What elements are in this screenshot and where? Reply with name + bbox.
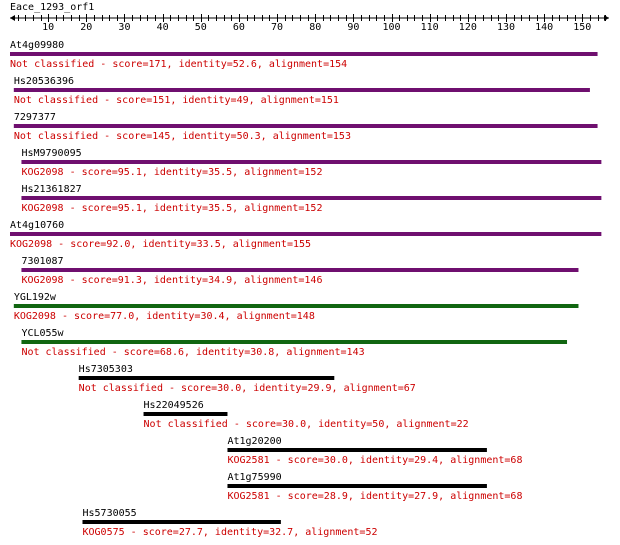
hit-description: KOG2098 - score=77.0, identity=30.4, ali… <box>14 311 315 322</box>
hit-name: 7297377 <box>14 112 56 123</box>
ruler-tick-label: 10 <box>42 22 54 33</box>
hit-row: At4g10760 KOG2098 - score=92.0, identity=… <box>10 220 602 250</box>
hit-bar <box>21 340 568 344</box>
hit-name: Hs5730055 <box>82 508 136 519</box>
hit-name: Hs21361827 <box>21 184 81 195</box>
hit-row: Hs21361827 KOG2098 - score=95.1, identity… <box>21 184 602 214</box>
hit-bar <box>10 52 598 56</box>
ruler-tick-label: 110 <box>421 22 439 33</box>
hit-bar <box>13 88 590 92</box>
hit-description: KOG2098 - score=91.3, identity=34.9, ali… <box>21 275 322 286</box>
ruler-tick-label: 30 <box>118 22 130 33</box>
arrow-left-icon <box>10 15 15 21</box>
hit-bar <box>13 124 598 128</box>
hit-description: Not classified - score=30.0, identity=29… <box>79 383 416 394</box>
ruler-tick-label: 50 <box>195 22 207 33</box>
hit-description: KOG2098 - score=95.1, identity=35.5, ali… <box>21 167 322 178</box>
position-ruler: 10 20 30 40 50 60 70 80 90 100 110 120 130 140 150 <box>10 14 609 33</box>
hit-description: Not classified - score=171, identity=52.… <box>10 59 347 70</box>
ruler-tick-label: 100 <box>382 22 400 33</box>
hit-bar <box>21 196 602 200</box>
hit-name: Hs7305303 <box>79 364 133 375</box>
hit-row: YCL055w Not classified - score=68.6, iden… <box>21 328 568 358</box>
ruler-tick-label: 40 <box>157 22 169 33</box>
hit-row: 7297377 Not classified - score=145, ident… <box>13 112 598 142</box>
ruler-tick-label: 60 <box>233 22 245 33</box>
hit-name: Hs22049526 <box>144 400 204 411</box>
hit-name: At4g10760 <box>10 220 64 231</box>
hit-description: KOG2098 - score=95.1, identity=35.5, ali… <box>21 203 322 214</box>
hit-bar <box>13 304 579 308</box>
hit-list: At4g09980 Not classified - score=171, ide… <box>10 40 602 538</box>
hit-description: Not classified - score=145, identity=50.… <box>14 131 351 142</box>
hit-row: Hs22049526 Not classified - score=30.0, i… <box>143 400 469 430</box>
hit-row: 7301087 KOG2098 - score=91.3, identity=34… <box>21 256 579 286</box>
hit-description: Not classified - score=151, identity=49,… <box>14 95 339 106</box>
hit-bar <box>78 376 335 380</box>
ruler-tick-label: 150 <box>573 22 591 33</box>
hit-description: Not classified - score=30.0, identity=50… <box>144 419 469 430</box>
hit-name: YGL192w <box>14 292 57 303</box>
ruler-tick-label: 120 <box>459 22 477 33</box>
hit-bar <box>227 484 487 488</box>
hit-name: At4g09980 <box>10 40 64 51</box>
ruler-tick-label: 80 <box>309 22 321 33</box>
hit-name: YCL055w <box>21 328 64 339</box>
hit-bar <box>227 448 487 452</box>
arrow-right-icon <box>604 15 609 21</box>
hit-row: YGL192w KOG2098 - score=77.0, identity=30… <box>13 292 579 322</box>
ruler-tick-label: 140 <box>535 22 553 33</box>
hit-row: Hs20536396 Not classified - score=151, id… <box>13 76 590 106</box>
ruler-tick-label: 20 <box>80 22 92 33</box>
hit-bar <box>21 160 602 164</box>
query-title: Eace_1293_orf1 <box>10 2 94 13</box>
hit-description: KOG2581 - score=30.0, identity=29.4, ali… <box>227 455 522 466</box>
ruler-tick-label: 130 <box>497 22 515 33</box>
hit-bar <box>21 268 579 272</box>
hit-name: At1g75990 <box>227 472 281 483</box>
hit-row: Hs7305303 Not classified - score=30.0, id… <box>78 364 416 394</box>
hit-description: Not classified - score=68.6, identity=30… <box>21 347 364 358</box>
hit-bar <box>10 232 602 236</box>
ruler-tick-label: 70 <box>271 22 283 33</box>
hit-bar <box>143 412 228 416</box>
hit-name: At1g20200 <box>227 436 281 447</box>
hit-row: At1g75990 KOG2581 - score=28.9, identity=… <box>227 472 522 502</box>
hit-bar <box>82 520 281 524</box>
hit-name: HsM9790095 <box>21 148 81 159</box>
hit-row: HsM9790095 KOG2098 - score=95.1, identity… <box>21 148 602 178</box>
hit-name: Hs20536396 <box>14 76 74 87</box>
hit-row: At1g20200 KOG2581 - score=30.0, identity=… <box>227 436 522 466</box>
hit-name: 7301087 <box>21 256 63 267</box>
hit-description: KOG0575 - score=27.7, identity=32.7, ali… <box>82 527 377 538</box>
hit-description: KOG2098 - score=92.0, identity=33.5, ali… <box>10 239 311 250</box>
hit-row: Hs5730055 KOG0575 - score=27.7, identity=… <box>82 508 378 538</box>
hit-row: At4g09980 Not classified - score=171, ide… <box>10 40 598 70</box>
hit-description: KOG2581 - score=28.9, identity=27.9, ali… <box>227 491 522 502</box>
ruler-tick-label: 90 <box>347 22 359 33</box>
